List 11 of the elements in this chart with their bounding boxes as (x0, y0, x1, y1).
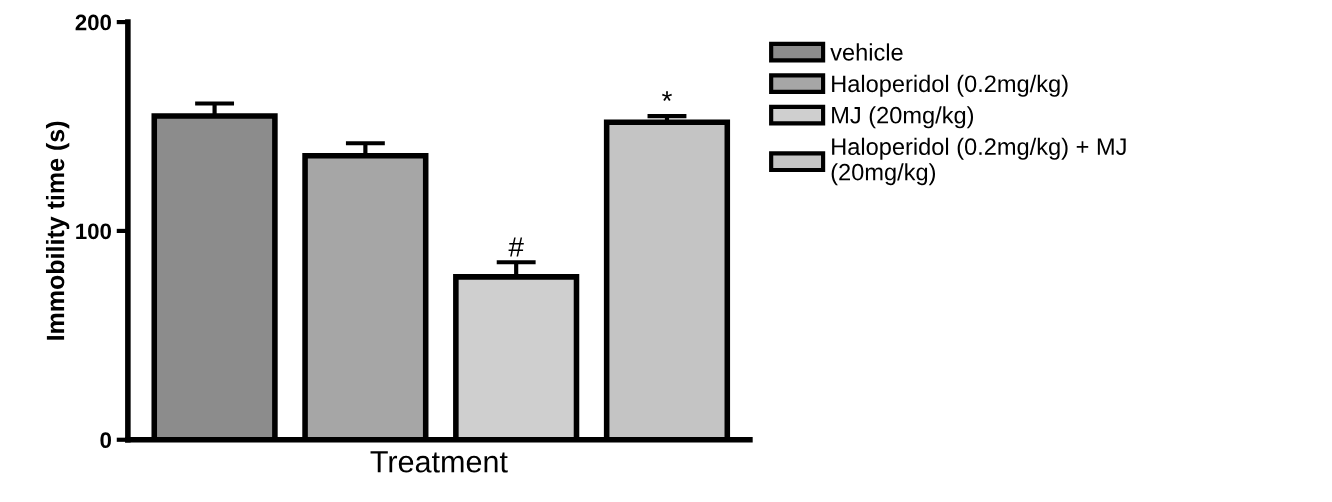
y-axis-title: Immobility time (s) (45, 121, 70, 340)
legend-label: Haloperidol (0.2mg/kg) + MJ (20mg/kg) (831, 137, 1126, 186)
y-tick-label: 100 (76, 223, 111, 240)
x-axis-title: Treatment (370, 451, 508, 473)
data-label: # (508, 237, 524, 257)
legend-label: vehicle (830, 43, 903, 61)
legend-label: MJ (20mg/kg) (832, 106, 974, 129)
data-label: * (662, 91, 672, 101)
y-tick-label: 0 (100, 432, 111, 449)
legend-label: Haloperidol (0.2mg/kg) (832, 74, 1068, 97)
y-tick-label: 200 (75, 14, 111, 31)
